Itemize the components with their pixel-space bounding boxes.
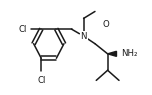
Text: N: N xyxy=(80,32,87,41)
Text: Cl: Cl xyxy=(37,76,45,85)
Text: NH₂: NH₂ xyxy=(122,49,138,58)
Text: Cl: Cl xyxy=(18,25,27,34)
Polygon shape xyxy=(108,51,116,56)
Text: O: O xyxy=(103,20,109,29)
